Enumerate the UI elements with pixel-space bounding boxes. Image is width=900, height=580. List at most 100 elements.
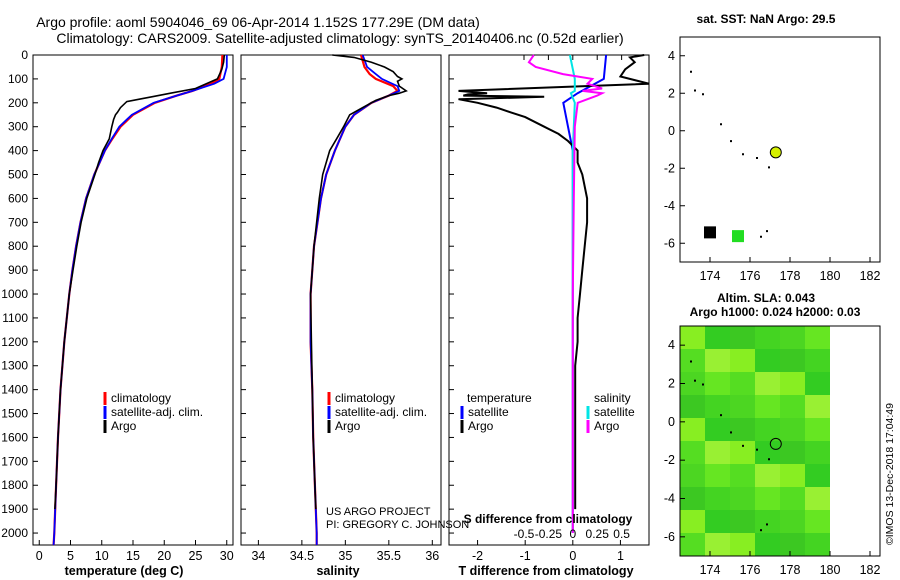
map-x-tick-label: 182: [860, 269, 881, 283]
temperature-legend: climatology satellite-adj. clim. Argo: [103, 391, 203, 433]
sla-heatmap-cell: [780, 487, 805, 510]
depth-tick-label: 1300: [1, 359, 28, 373]
island-dot: [766, 230, 768, 233]
sst-map-title: sat. SST: NaN Argo: 29.5: [697, 12, 836, 26]
legend-label-temp-satellite: satellite: [468, 405, 509, 419]
legend-title-salinity: salinity: [594, 391, 631, 405]
s-difference-label: S difference from climatology: [464, 512, 633, 526]
legend-label-sal-argo: Argo: [594, 419, 620, 433]
island-dot: [690, 70, 692, 73]
depth-tick-label: 500: [8, 168, 28, 182]
sla-heatmap-cell: [680, 418, 705, 441]
legend-label-argo: Argo: [335, 419, 361, 433]
island-dot: [742, 153, 744, 156]
sla-heatmap-cell: [730, 464, 755, 487]
sla-heatmap-cell: [705, 510, 730, 533]
island-dot: [766, 523, 768, 526]
legend-label-climatology: climatology: [111, 391, 171, 405]
depth-tick-label: 200: [8, 96, 28, 110]
x-tick-label: 10: [95, 549, 109, 563]
legend-label-satellite: satellite-adj. clim.: [111, 405, 203, 419]
sla-heatmap-cell: [805, 533, 830, 556]
x-tick-label: 34.5: [290, 549, 314, 563]
island-dot: [690, 360, 692, 363]
sla-heatmap-cell: [780, 441, 805, 464]
series-line-argo: [309, 54, 408, 510]
s-tick-label: -0.5: [514, 527, 535, 541]
sla-heatmap-cell: [680, 395, 705, 418]
depth-tick-label: 2000: [1, 526, 28, 540]
island-dot: [760, 529, 762, 532]
depth-tick-label: 1100: [2, 311, 28, 325]
sla-heatmap-cell: [680, 533, 705, 556]
map-y-tick-label: 2: [668, 377, 675, 391]
s-tick-label: 0.25: [586, 527, 610, 541]
legend-label-sal-satellite: satellite: [594, 405, 635, 419]
map-y-tick-label: -2: [664, 161, 675, 175]
map-y-tick-label: 0: [668, 124, 675, 138]
island-dot: [756, 448, 758, 451]
island-dot: [702, 383, 704, 386]
imos-credit: ©IMOS 13-Dec-2018 17:04:49: [884, 403, 896, 545]
map-y-tick-label: -2: [664, 453, 675, 467]
depth-tick-label: 800: [8, 239, 28, 253]
x-tick-label: -1: [520, 549, 531, 563]
depth-tick-label: 1700: [1, 454, 28, 468]
sla-heatmap-cell: [705, 349, 730, 372]
sla-heatmap-cell: [755, 510, 780, 533]
depth-tick-label: 1600: [1, 430, 28, 444]
difference-panel: -2 -1 0 1: [458, 54, 650, 563]
sla-heatmap-cell: [705, 418, 730, 441]
difference-xlabel: T difference from climatology: [458, 564, 633, 578]
legend-label-satellite: satellite-adj. clim.: [335, 405, 427, 419]
difference-legend: temperature satellite Argo salinity sate…: [460, 391, 635, 433]
credit-project: US ARGO PROJECT: [326, 506, 431, 518]
sla-heatmap-cell: [805, 349, 830, 372]
sla-heatmap-cell: [780, 510, 805, 533]
x-tick-label: 35: [338, 549, 352, 563]
map-y-tick-label: -6: [664, 530, 675, 544]
island-dot: [694, 379, 696, 382]
sla-heatmap-cell: [680, 372, 705, 395]
depth-tick-label: 1500: [1, 407, 28, 421]
map-y-tick-label: 0: [668, 415, 675, 429]
sst-map: 174 176 178 180 182 -6 -4 -2 0 2 4: [664, 49, 881, 283]
depth-tick-label: 1900: [1, 502, 28, 516]
sla-heatmap-cell: [805, 464, 830, 487]
sla-heatmap-cell: [780, 395, 805, 418]
temperature-panel-frame: [32, 54, 234, 546]
island-dot: [742, 444, 744, 447]
map-y-tick-label: 4: [668, 338, 675, 352]
sla-map: 174 176 178 180 182 -6 -4 -2 0 2 4: [664, 325, 881, 577]
x-tick-label: 0: [36, 549, 43, 563]
island-dot: [702, 93, 704, 96]
depth-tick-label: 1400: [1, 383, 28, 397]
sla-heatmap-cell: [780, 418, 805, 441]
sla-heatmap-cell: [680, 326, 705, 349]
sla-heatmap-cell: [780, 349, 805, 372]
series-line-argo: [54, 54, 226, 510]
x-tick-label: 35.5: [377, 549, 401, 563]
temperature-xlabel: temperature (deg C): [65, 564, 184, 578]
map-x-tick-label: 176: [740, 563, 761, 577]
island-dot: [730, 431, 732, 434]
diff-series-3: [527, 54, 606, 533]
credit-pi: PI: GREGORY C. JOHNSON: [326, 519, 469, 531]
x-tick-label: 25: [189, 549, 203, 563]
x-tick-label: 30: [220, 549, 234, 563]
map-x-tick-label: 178: [780, 269, 801, 283]
s-tick-label: 0.5: [613, 527, 630, 541]
map-x-tick-label: 178: [780, 563, 801, 577]
legend-label-climatology: climatology: [335, 391, 395, 405]
legend-marker-green-square: [732, 230, 744, 243]
sla-heatmap-cell: [755, 372, 780, 395]
island-dot: [694, 89, 696, 92]
sla-heatmap-cell: [755, 533, 780, 556]
title-line2: Climatology: CARS2009. Satellite-adjuste…: [56, 30, 623, 46]
depth-tick-label: 100: [8, 72, 28, 86]
sla-heatmap-cell: [680, 487, 705, 510]
sla-heatmap-cell: [730, 510, 755, 533]
map-y-tick-label: 2: [668, 86, 675, 100]
sla-heatmap-cell: [705, 326, 730, 349]
island-dot: [730, 140, 732, 143]
